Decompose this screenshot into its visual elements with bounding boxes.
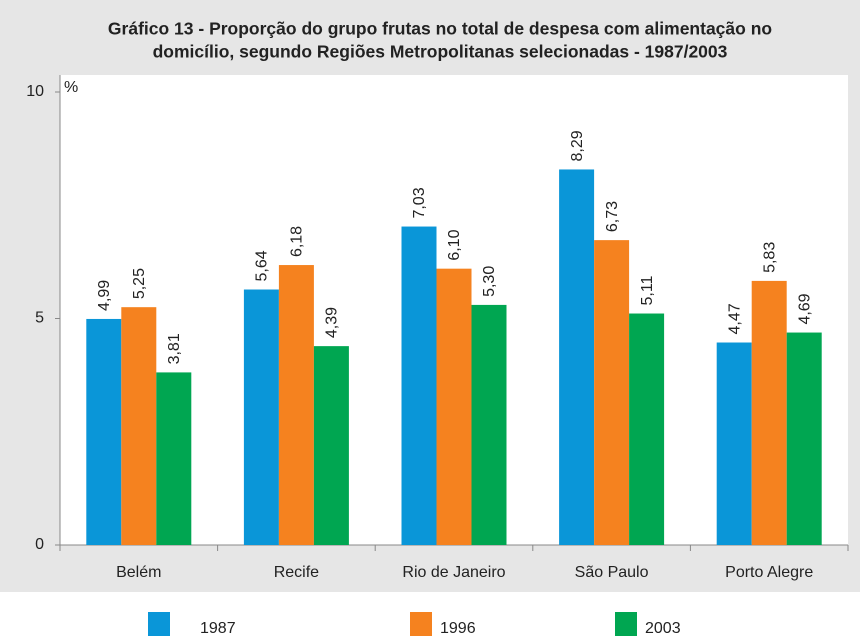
legend-label: 1987 (200, 620, 236, 637)
bar (471, 304, 507, 545)
data-label: 3,81 (166, 333, 183, 364)
legend-swatch (410, 612, 432, 636)
data-label: 4,69 (796, 293, 813, 324)
chart-title: domicílio, segundo Regiões Metropolitana… (153, 42, 728, 62)
y-tick-label: 0 (35, 536, 44, 553)
bar (559, 169, 595, 545)
data-label: 4,39 (324, 307, 341, 338)
x-tick-label: Recife (274, 564, 319, 581)
bar (278, 265, 314, 545)
bar (436, 268, 472, 545)
bar (121, 307, 157, 545)
bar (243, 289, 279, 545)
y-axis-label: % (64, 79, 78, 96)
x-tick-label: Rio de Janeiro (402, 564, 505, 581)
data-label: 6,73 (604, 201, 621, 232)
bar (751, 280, 787, 545)
bar (594, 240, 630, 546)
data-label: 5,83 (761, 242, 778, 273)
chart-title: Gráfico 13 - Proporção do grupo frutas n… (108, 19, 772, 39)
bar (156, 372, 192, 545)
bar (86, 318, 122, 545)
legend-swatch (148, 612, 170, 636)
bar (313, 346, 349, 545)
data-label: 5,30 (481, 266, 498, 297)
data-label: 4,47 (726, 303, 743, 334)
data-label: 6,10 (446, 229, 463, 260)
y-tick-label: 5 (35, 310, 44, 327)
legend-label: 1996 (440, 620, 476, 637)
x-tick-label: Belém (116, 564, 161, 581)
bar (629, 313, 665, 545)
bar (401, 226, 437, 545)
data-label: 7,03 (411, 187, 428, 218)
data-label: 5,11 (639, 275, 656, 305)
data-label: 8,29 (569, 130, 586, 161)
y-tick-label: 10 (26, 83, 44, 100)
x-tick-label: Porto Alegre (725, 564, 813, 581)
bar (786, 332, 822, 545)
legend-label: 2003 (645, 620, 681, 637)
data-label: 6,18 (289, 226, 306, 257)
data-label: 5,25 (131, 268, 148, 299)
data-label: 4,99 (96, 280, 113, 311)
x-tick-label: São Paulo (575, 564, 649, 581)
legend-swatch (615, 612, 637, 636)
data-label: 5,64 (254, 250, 271, 281)
bar (716, 342, 752, 545)
